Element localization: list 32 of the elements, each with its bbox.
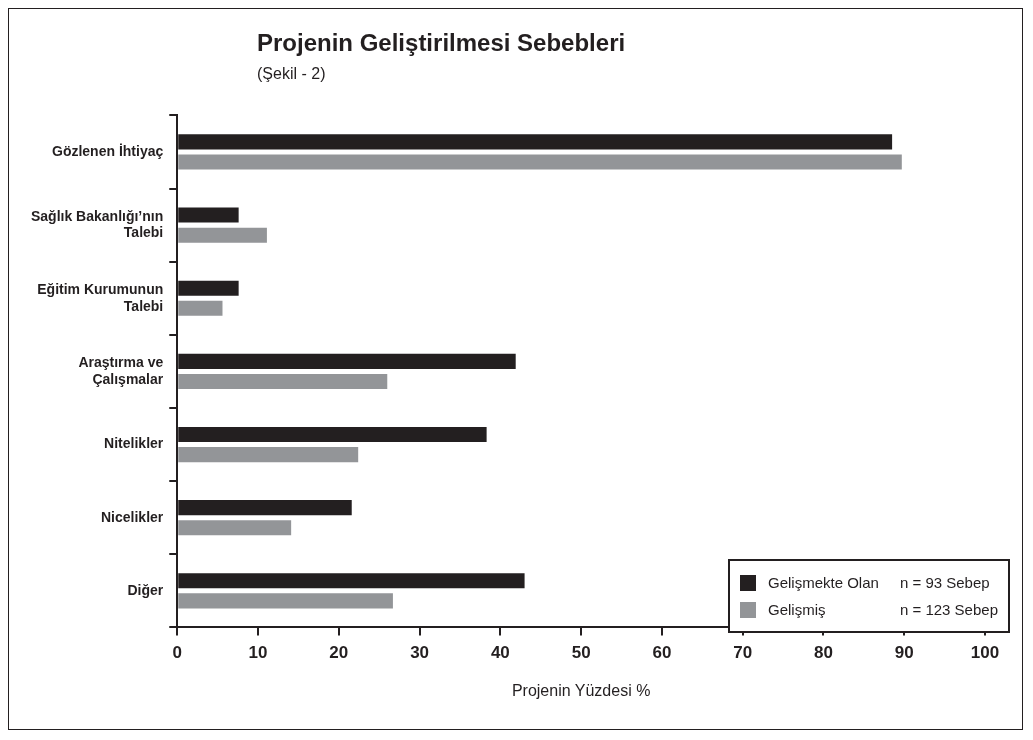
x-tick-label: 0 (172, 643, 182, 663)
chart-subtitle: (Şekil - 2) (257, 65, 326, 83)
x-tick-label: 60 (652, 643, 672, 663)
y-tick-label: Nitelikler (104, 435, 164, 452)
bar (178, 373, 388, 389)
x-tick-label: 100 (970, 643, 1000, 663)
x-tick-label: 40 (490, 643, 510, 663)
annotation: n = 93 Sebep (899, 574, 990, 591)
y-tick-label: Eğitim Kurumunun Talebi (37, 280, 164, 314)
y-tick-label: Nicelikler (100, 508, 164, 525)
x-tick-label: 80 (813, 643, 833, 663)
x-tick-label: 30 (410, 643, 430, 663)
x-tick-label: 90 (894, 643, 914, 663)
x-tick-label: 70 (733, 643, 753, 663)
y-tick-label: Araştırma ve Çalışmalar (78, 353, 164, 387)
x-tick-label: 50 (571, 643, 591, 663)
chart-title: Projenin Geliştirilmesi Sebebleri (257, 29, 626, 57)
legend-label: Gelişmiş (767, 601, 827, 618)
x-tick-label: 20 (329, 643, 349, 663)
y-tick-label: Sağlık Bakanlığı’nın Talebi (30, 207, 164, 241)
bar (178, 593, 393, 609)
bar (178, 300, 223, 316)
annotation: n = 123 Sebep (899, 601, 998, 618)
x-axis-title: Projenin Yüzdesi % (511, 681, 651, 699)
bar (178, 154, 902, 170)
legend-label: Gelişmekte Olan (767, 574, 880, 591)
y-tick-label: Gözlenen İhtiyaç (52, 142, 164, 159)
x-tick-label: 10 (248, 643, 268, 663)
bar (178, 520, 292, 536)
y-tick-label: Diğer (127, 581, 164, 598)
bar (178, 227, 267, 243)
bar (178, 447, 359, 463)
